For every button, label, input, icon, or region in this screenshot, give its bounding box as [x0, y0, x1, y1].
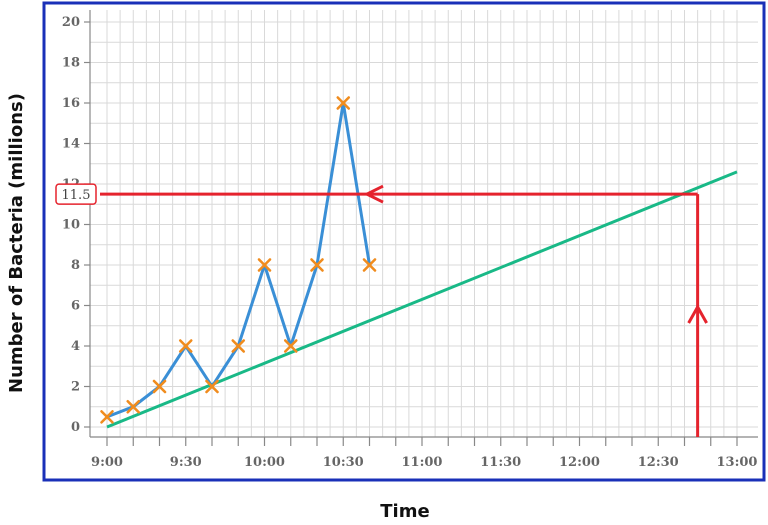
- data-point-marker: [257, 258, 272, 272]
- reading-value-label: 11.5: [62, 188, 91, 203]
- x-axis-title: Time: [380, 501, 429, 522]
- marker-stroke: [231, 339, 246, 353]
- x-tick-label: 10:00: [244, 455, 285, 470]
- y-tick-label: 8: [71, 258, 80, 273]
- marker-stroke: [310, 258, 324, 272]
- x-tick-label: 13:00: [717, 455, 758, 470]
- x-tick-label: 10:30: [323, 455, 364, 470]
- y-tick-label: 6: [71, 299, 80, 314]
- data-point-marker: [283, 339, 298, 353]
- arrow-up-icon: [687, 305, 708, 324]
- axes: [84, 10, 758, 446]
- y-tick-label: 20: [62, 15, 80, 30]
- y-axis-title: Number of Bacteria (millions): [6, 93, 27, 393]
- y-tick-label: 4: [71, 339, 80, 354]
- x-tick-label: 12:30: [638, 455, 679, 470]
- data-point-marker: [310, 258, 324, 272]
- y-tick-label: 10: [62, 218, 80, 233]
- y-tick-label: 18: [62, 56, 80, 71]
- reading-layer: 11.5: [55, 183, 708, 437]
- data-point-marker: [100, 410, 114, 424]
- marker-stroke: [152, 379, 167, 394]
- marker-stroke: [283, 339, 298, 353]
- data-point-marker: [126, 399, 141, 414]
- data-point-marker: [231, 339, 246, 353]
- reading-value-box: [55, 183, 97, 205]
- marker-stroke: [205, 379, 219, 394]
- data-point-marker: [205, 379, 219, 394]
- marker-stroke: [362, 258, 377, 272]
- y-tick-label: 0: [71, 420, 80, 435]
- x-tick-label: 11:30: [480, 455, 521, 470]
- marker-stroke: [336, 96, 351, 110]
- x-tick-label: 11:00: [402, 455, 443, 470]
- y-tick-label: 14: [62, 137, 80, 152]
- data-point-marker: [336, 96, 351, 110]
- marker-stroke: [257, 258, 272, 272]
- data-point-marker: [178, 339, 193, 353]
- tick-labels: 024681012141618209:009:3010:0010:3011:00…: [62, 15, 758, 470]
- grid: [90, 10, 758, 437]
- x-tick-label: 9:30: [170, 455, 202, 470]
- series-layer: [100, 96, 377, 424]
- x-tick-label: 9:00: [91, 455, 123, 470]
- data-point-marker: [152, 379, 167, 394]
- marker-stroke: [178, 339, 193, 353]
- x-tick-label: 12:00: [559, 455, 600, 470]
- y-tick-label: 16: [62, 96, 80, 111]
- data-point-marker: [362, 258, 377, 272]
- marker-stroke: [100, 410, 114, 424]
- arrow-left-icon: [365, 184, 384, 204]
- marker-stroke: [126, 399, 141, 414]
- y-tick-label: 2: [71, 380, 80, 395]
